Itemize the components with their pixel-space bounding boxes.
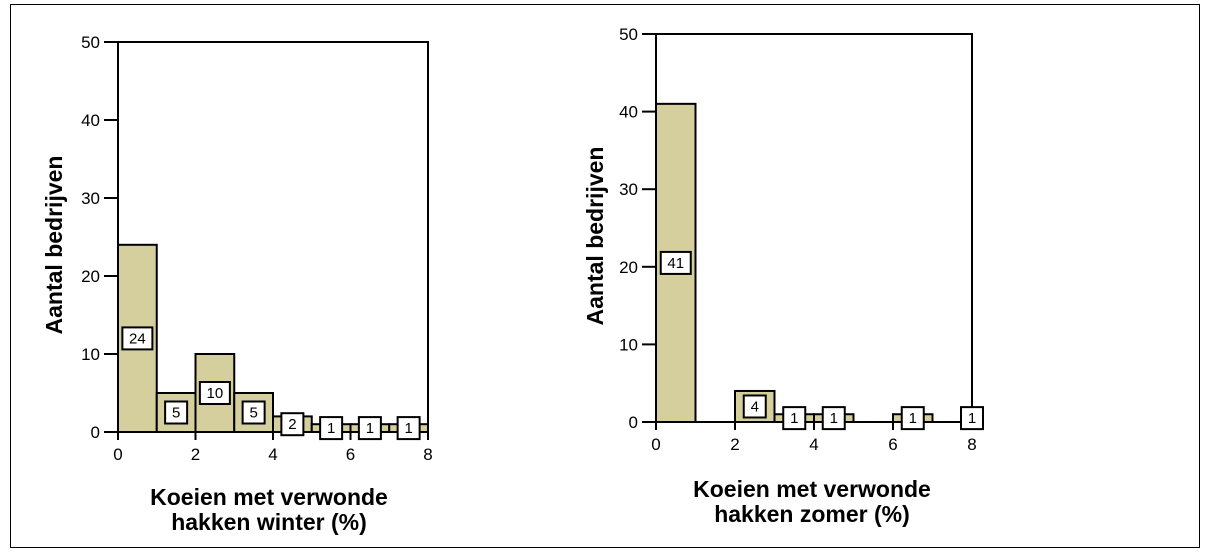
y-tick-label: 20 (619, 258, 638, 277)
x-axis-title-line: hakken winter (%) (171, 509, 367, 535)
data-label-box (782, 406, 807, 431)
x-tick-label: 0 (113, 445, 122, 464)
data-label: 1 (327, 420, 335, 437)
y-tick-label: 40 (619, 103, 638, 122)
data-label-box (357, 416, 382, 441)
y-tick-label: 10 (81, 345, 100, 364)
data-label-box (821, 406, 846, 431)
data-label: 24 (129, 330, 146, 347)
plot-area-frame (655, 33, 973, 423)
data-label: 5 (172, 405, 180, 422)
y-tick-label: 50 (81, 33, 100, 52)
y-axis-title: Aantal bedrijven (41, 156, 67, 335)
x-tick-label: 2 (191, 445, 200, 464)
y-tick-label: 20 (81, 267, 100, 286)
y-tick-label: 0 (629, 413, 638, 432)
y-tick-label: 30 (81, 189, 100, 208)
data-label-box (198, 381, 231, 405)
data-label: 10 (207, 385, 224, 402)
data-label-box (319, 416, 344, 441)
y-tick-label: 50 (619, 25, 638, 44)
data-label: 1 (366, 420, 374, 437)
data-label-box (241, 400, 266, 425)
x-axis-title-line: Koeien met verwonde (693, 476, 931, 502)
data-label-box (742, 394, 767, 419)
data-label: 1 (968, 410, 976, 427)
x-tick-label: 2 (730, 435, 739, 454)
data-label: 1 (830, 410, 838, 427)
data-label-box (164, 400, 189, 425)
data-label: 1 (404, 420, 412, 437)
data-label: 41 (667, 255, 684, 272)
y-tick-label: 10 (619, 335, 638, 354)
plot-area-frame (117, 41, 429, 433)
x-tick-label: 8 (967, 435, 976, 454)
x-tick-label: 6 (888, 435, 897, 454)
x-tick-label: 4 (268, 445, 277, 464)
y-axis-title: Aantal bedrijven (582, 147, 608, 326)
data-label-box (121, 326, 154, 351)
x-axis-title-line: Koeien met verwonde (150, 484, 388, 510)
figure-frame (10, 4, 1200, 548)
data-label-box (900, 406, 925, 431)
x-axis-title-line: hakken zomer (%) (714, 501, 910, 527)
data-label-box (960, 406, 984, 431)
data-label: 1 (790, 410, 798, 427)
data-label-box (396, 416, 421, 441)
data-label: 4 (751, 398, 759, 415)
x-tick-label: 8 (423, 445, 432, 464)
x-tick-label: 4 (809, 435, 818, 454)
data-label: 1 (909, 410, 917, 427)
y-tick-label: 40 (81, 111, 100, 130)
data-label-box (659, 250, 692, 275)
data-label: 2 (288, 416, 296, 433)
y-tick-label: 30 (619, 180, 638, 199)
x-tick-label: 6 (346, 445, 355, 464)
data-label-box (280, 412, 305, 437)
y-tick-label: 0 (91, 423, 100, 442)
x-tick-label: 0 (651, 435, 660, 454)
data-label: 5 (249, 405, 257, 422)
